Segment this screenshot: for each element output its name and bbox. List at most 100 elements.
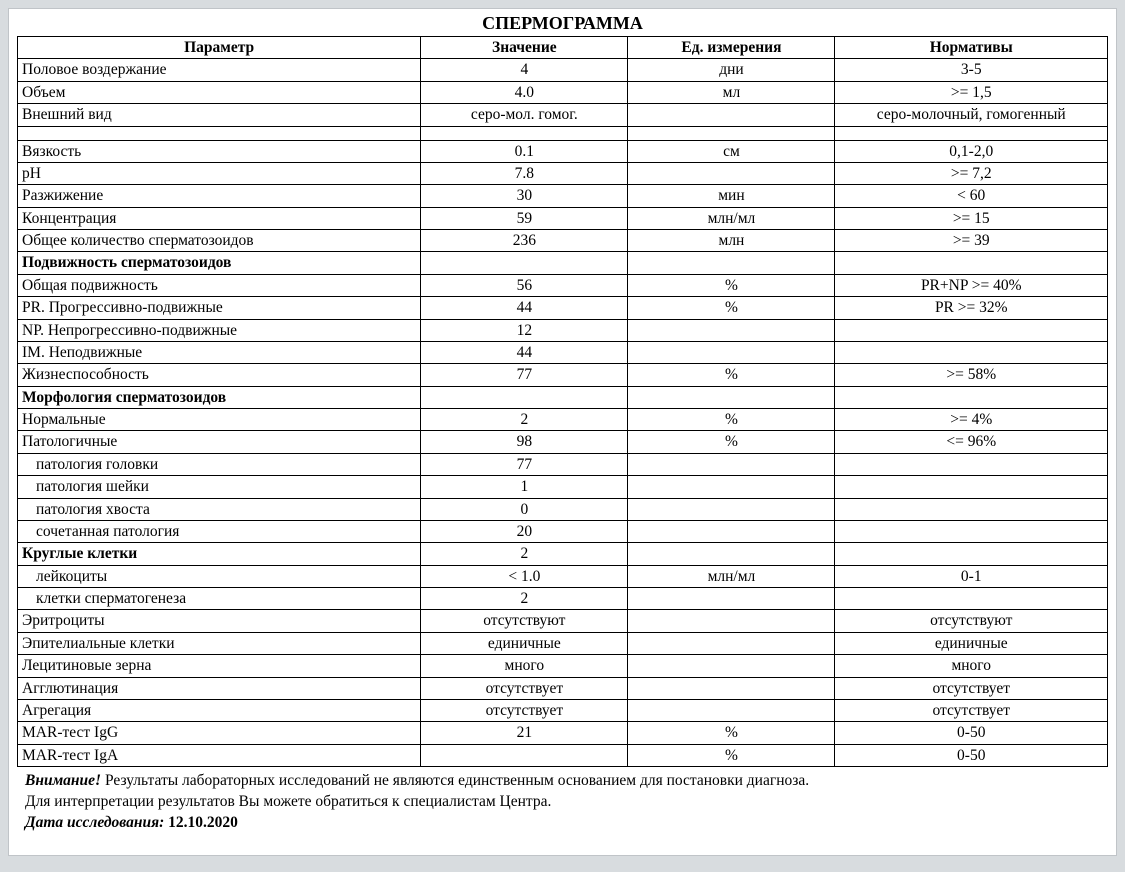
cell-norm: 3-5 (835, 59, 1108, 81)
cell-param: Жизнеспособность (18, 364, 421, 386)
cell-param: Концентрация (18, 207, 421, 229)
cell-value: 56 (421, 274, 628, 296)
cell-param: IM. Неподвижные (18, 341, 421, 363)
cell-param: Лецитиновые зерна (18, 655, 421, 677)
cell-unit (628, 655, 835, 677)
cell-norm: PR >= 32% (835, 297, 1108, 319)
table-header-row: Параметр Значение Ед. измерения Норматив… (18, 37, 1108, 59)
cell-param: pH (18, 162, 421, 184)
table-row: pH7.8>= 7,2 (18, 162, 1108, 184)
cell-norm: 0,1-2,0 (835, 140, 1108, 162)
cell-value: < 1.0 (421, 565, 628, 587)
cell-param: Общее количество сперматозоидов (18, 230, 421, 252)
cell-norm: единичные (835, 632, 1108, 654)
footer-block: Внимание! Результаты лабораторных исслед… (17, 771, 1108, 834)
cell-value: 0 (421, 498, 628, 520)
cell-value: единичные (421, 632, 628, 654)
cell-norm (835, 543, 1108, 565)
cell-unit (628, 252, 835, 274)
table-row: Агрегацияотсутствуетотсутствует (18, 699, 1108, 721)
attention-text: Результаты лабораторных исследований не … (101, 772, 809, 789)
cell-param: Внешний вид (18, 104, 421, 126)
cell-unit: мин (628, 185, 835, 207)
cell-norm (835, 341, 1108, 363)
table-row: Патологичные98%<= 96% (18, 431, 1108, 453)
cell-norm: >= 15 (835, 207, 1108, 229)
cell-unit (628, 341, 835, 363)
table-row (18, 126, 1108, 140)
cell-unit (628, 543, 835, 565)
date-value: 12.10.2020 (168, 814, 238, 831)
cell-norm: >= 4% (835, 409, 1108, 431)
table-row: Внешний видсеро-мол. гомог. серо-молочный… (18, 104, 1108, 126)
cell-value: 236 (421, 230, 628, 252)
cell-param: Агрегация (18, 699, 421, 721)
table-row: Разжижение30мин< 60 (18, 185, 1108, 207)
cell-value: серо-мол. гомог. (421, 104, 628, 126)
cell-value: 77 (421, 364, 628, 386)
date-label: Дата исследования: (25, 814, 168, 831)
table-row: Концентрация59млн/мл>= 15 (18, 207, 1108, 229)
cell-value: 2 (421, 543, 628, 565)
cell-norm: < 60 (835, 185, 1108, 207)
cell-unit: % (628, 364, 835, 386)
table-row: Нормальные2%>= 4% (18, 409, 1108, 431)
cell-value: 21 (421, 722, 628, 744)
cell-param: патология хвоста (18, 498, 421, 520)
cell-unit (628, 588, 835, 610)
cell-value (421, 744, 628, 766)
cell-norm: >= 39 (835, 230, 1108, 252)
cell-param: Объем (18, 81, 421, 103)
table-row: сочетанная патология20 (18, 520, 1108, 542)
cell-value: 44 (421, 297, 628, 319)
table-row: патология головки77 (18, 453, 1108, 475)
cell-value: 12 (421, 319, 628, 341)
cell-unit: см (628, 140, 835, 162)
cell-param: Половое воздержание (18, 59, 421, 81)
cell-norm: 0-1 (835, 565, 1108, 587)
cell-param: лейкоциты (18, 565, 421, 587)
date-line: Дата исследования: 12.10.2020 (25, 813, 1108, 834)
table-row: IM. Неподвижные44 (18, 341, 1108, 363)
cell-unit: дни (628, 59, 835, 81)
table-row: Подвижность сперматозоидов (18, 252, 1108, 274)
cell-value: 1 (421, 476, 628, 498)
cell-value: отсутствуют (421, 610, 628, 632)
table-row: Лецитиновые зернамногомного (18, 655, 1108, 677)
spacer-cell (421, 126, 628, 140)
interpret-line: Для интерпретации результатов Вы можете … (25, 792, 1108, 813)
cell-value (421, 252, 628, 274)
attention-line: Внимание! Результаты лабораторных исслед… (25, 771, 1108, 792)
cell-value: 98 (421, 431, 628, 453)
cell-unit (628, 453, 835, 475)
table-row: Круглые клетки2 (18, 543, 1108, 565)
cell-unit: % (628, 744, 835, 766)
cell-norm: серо-молочный, гомогенный (835, 104, 1108, 126)
table-row: Объем4.0мл>= 1,5 (18, 81, 1108, 103)
table-body: Половое воздержание4дни3-5Объем4.0мл>= 1… (18, 59, 1108, 767)
cell-unit (628, 386, 835, 408)
cell-param: Агглютинация (18, 677, 421, 699)
cell-unit (628, 677, 835, 699)
cell-norm (835, 252, 1108, 274)
table-row: PR. Прогрессивно-подвижные44%PR >= 32% (18, 297, 1108, 319)
table-row: Морфология сперматозоидов (18, 386, 1108, 408)
cell-param: NP. Непрогрессивно-подвижные (18, 319, 421, 341)
cell-param: Эпителиальные клетки (18, 632, 421, 654)
cell-value: 20 (421, 520, 628, 542)
cell-unit: млн (628, 230, 835, 252)
cell-norm (835, 498, 1108, 520)
cell-value: 2 (421, 588, 628, 610)
table-row: Жизнеспособность77%>= 58% (18, 364, 1108, 386)
cell-param: Эритроциты (18, 610, 421, 632)
cell-norm: >= 7,2 (835, 162, 1108, 184)
cell-unit (628, 319, 835, 341)
cell-param: патология шейки (18, 476, 421, 498)
cell-value: 2 (421, 409, 628, 431)
spacer-cell (835, 126, 1108, 140)
cell-value: 59 (421, 207, 628, 229)
cell-norm (835, 476, 1108, 498)
cell-param: Круглые клетки (18, 543, 421, 565)
cell-param: Подвижность сперматозоидов (18, 252, 421, 274)
table-row: патология шейки1 (18, 476, 1108, 498)
